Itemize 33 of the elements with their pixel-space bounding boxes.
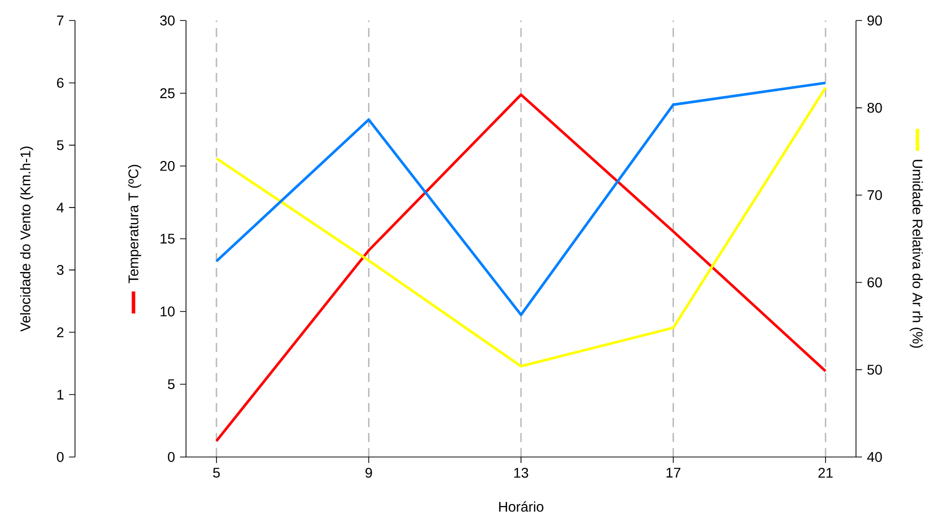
- y2-tick-label: 80: [867, 102, 882, 113]
- y2-tick-label: 90: [868, 16, 882, 26]
- y2-tick-label: 70: [868, 190, 882, 200]
- x-tick-label: 21: [818, 468, 833, 478]
- x-tick-label: 9: [366, 468, 372, 478]
- y3-tick-label: 5: [56, 140, 64, 150]
- y-tick-label: 25: [160, 88, 175, 98]
- y3-tick-label: 7: [57, 16, 64, 26]
- y-tick-label: 20: [160, 161, 175, 171]
- line-series: [215, 93, 827, 442]
- x-tick-label: 13: [514, 468, 528, 478]
- y2-tick-label: 50: [867, 364, 882, 375]
- y-tick-label: 10: [160, 306, 175, 316]
- y-axis-title: Temperatura T (ºC): [128, 164, 142, 284]
- y2-tick-label: 60: [868, 277, 882, 288]
- y-tick-label: 5: [168, 379, 175, 390]
- line-series: [215, 86, 827, 368]
- x-tick-label: 5: [213, 468, 220, 478]
- y2-axis-title: Umidade Relativa do Ar rh (%): [910, 160, 923, 348]
- y3-tick-label: 2: [57, 327, 64, 338]
- y3-tick-label: 6: [57, 78, 64, 88]
- y-tick-label: 15: [160, 234, 175, 244]
- y-tick-label: 30: [160, 16, 175, 26]
- y3-tick-label: 0: [56, 452, 64, 462]
- y3-tick-label: 3: [56, 264, 64, 275]
- y2-tick-label: 40: [867, 452, 882, 462]
- x-axis-title: Horário: [499, 501, 544, 512]
- y-tick-label: 0: [168, 452, 175, 462]
- y3-tick-label: 1: [57, 390, 64, 400]
- y3-tick-label: 4: [56, 202, 64, 212]
- x-tick-label: 17: [666, 468, 680, 478]
- y3-axis-title: Velocidade do Vento (Km.h-1): [20, 146, 34, 332]
- line-series: [215, 82, 827, 316]
